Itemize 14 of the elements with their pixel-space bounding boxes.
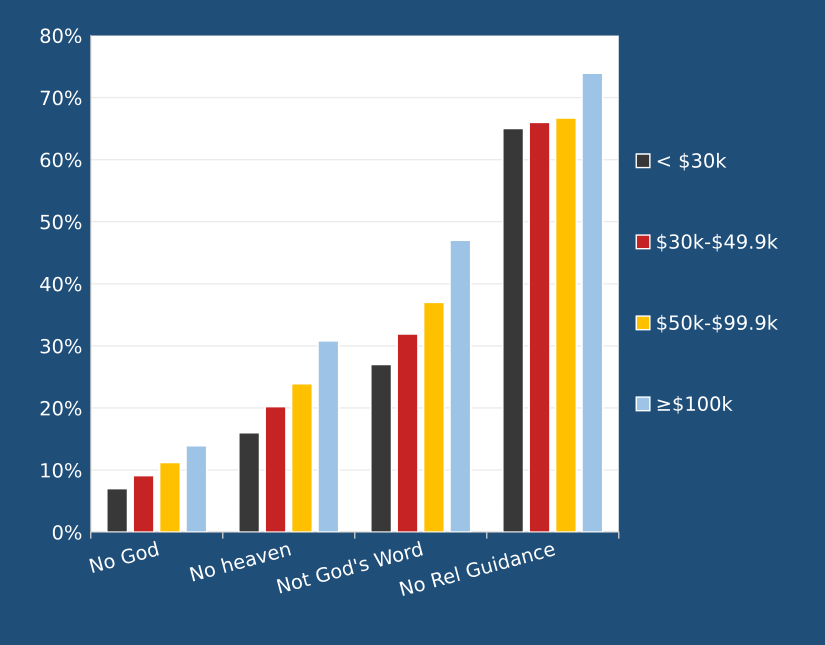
- y-tick-label: 80%: [40, 28, 82, 44]
- y-tick-label: 0%: [52, 525, 82, 540]
- y-tick-label: 40%: [40, 276, 82, 292]
- y-tick-label: 70%: [40, 90, 82, 106]
- x-tick-label: No God: [89, 540, 159, 574]
- y-tick-label: 30%: [40, 338, 82, 354]
- legend-label: $50k-$99.9k: [657, 314, 778, 333]
- y-tick-label: 10%: [41, 463, 82, 478]
- y-tick-label: 50%: [40, 214, 82, 230]
- y-tick-label: 60%: [40, 152, 82, 168]
- legend-label: $30k-$49.9k: [657, 234, 778, 252]
- legend-label: < $30k: [658, 152, 726, 170]
- legend-label: ≥$100k: [658, 396, 733, 414]
- y-tick-label: 20%: [40, 400, 82, 416]
